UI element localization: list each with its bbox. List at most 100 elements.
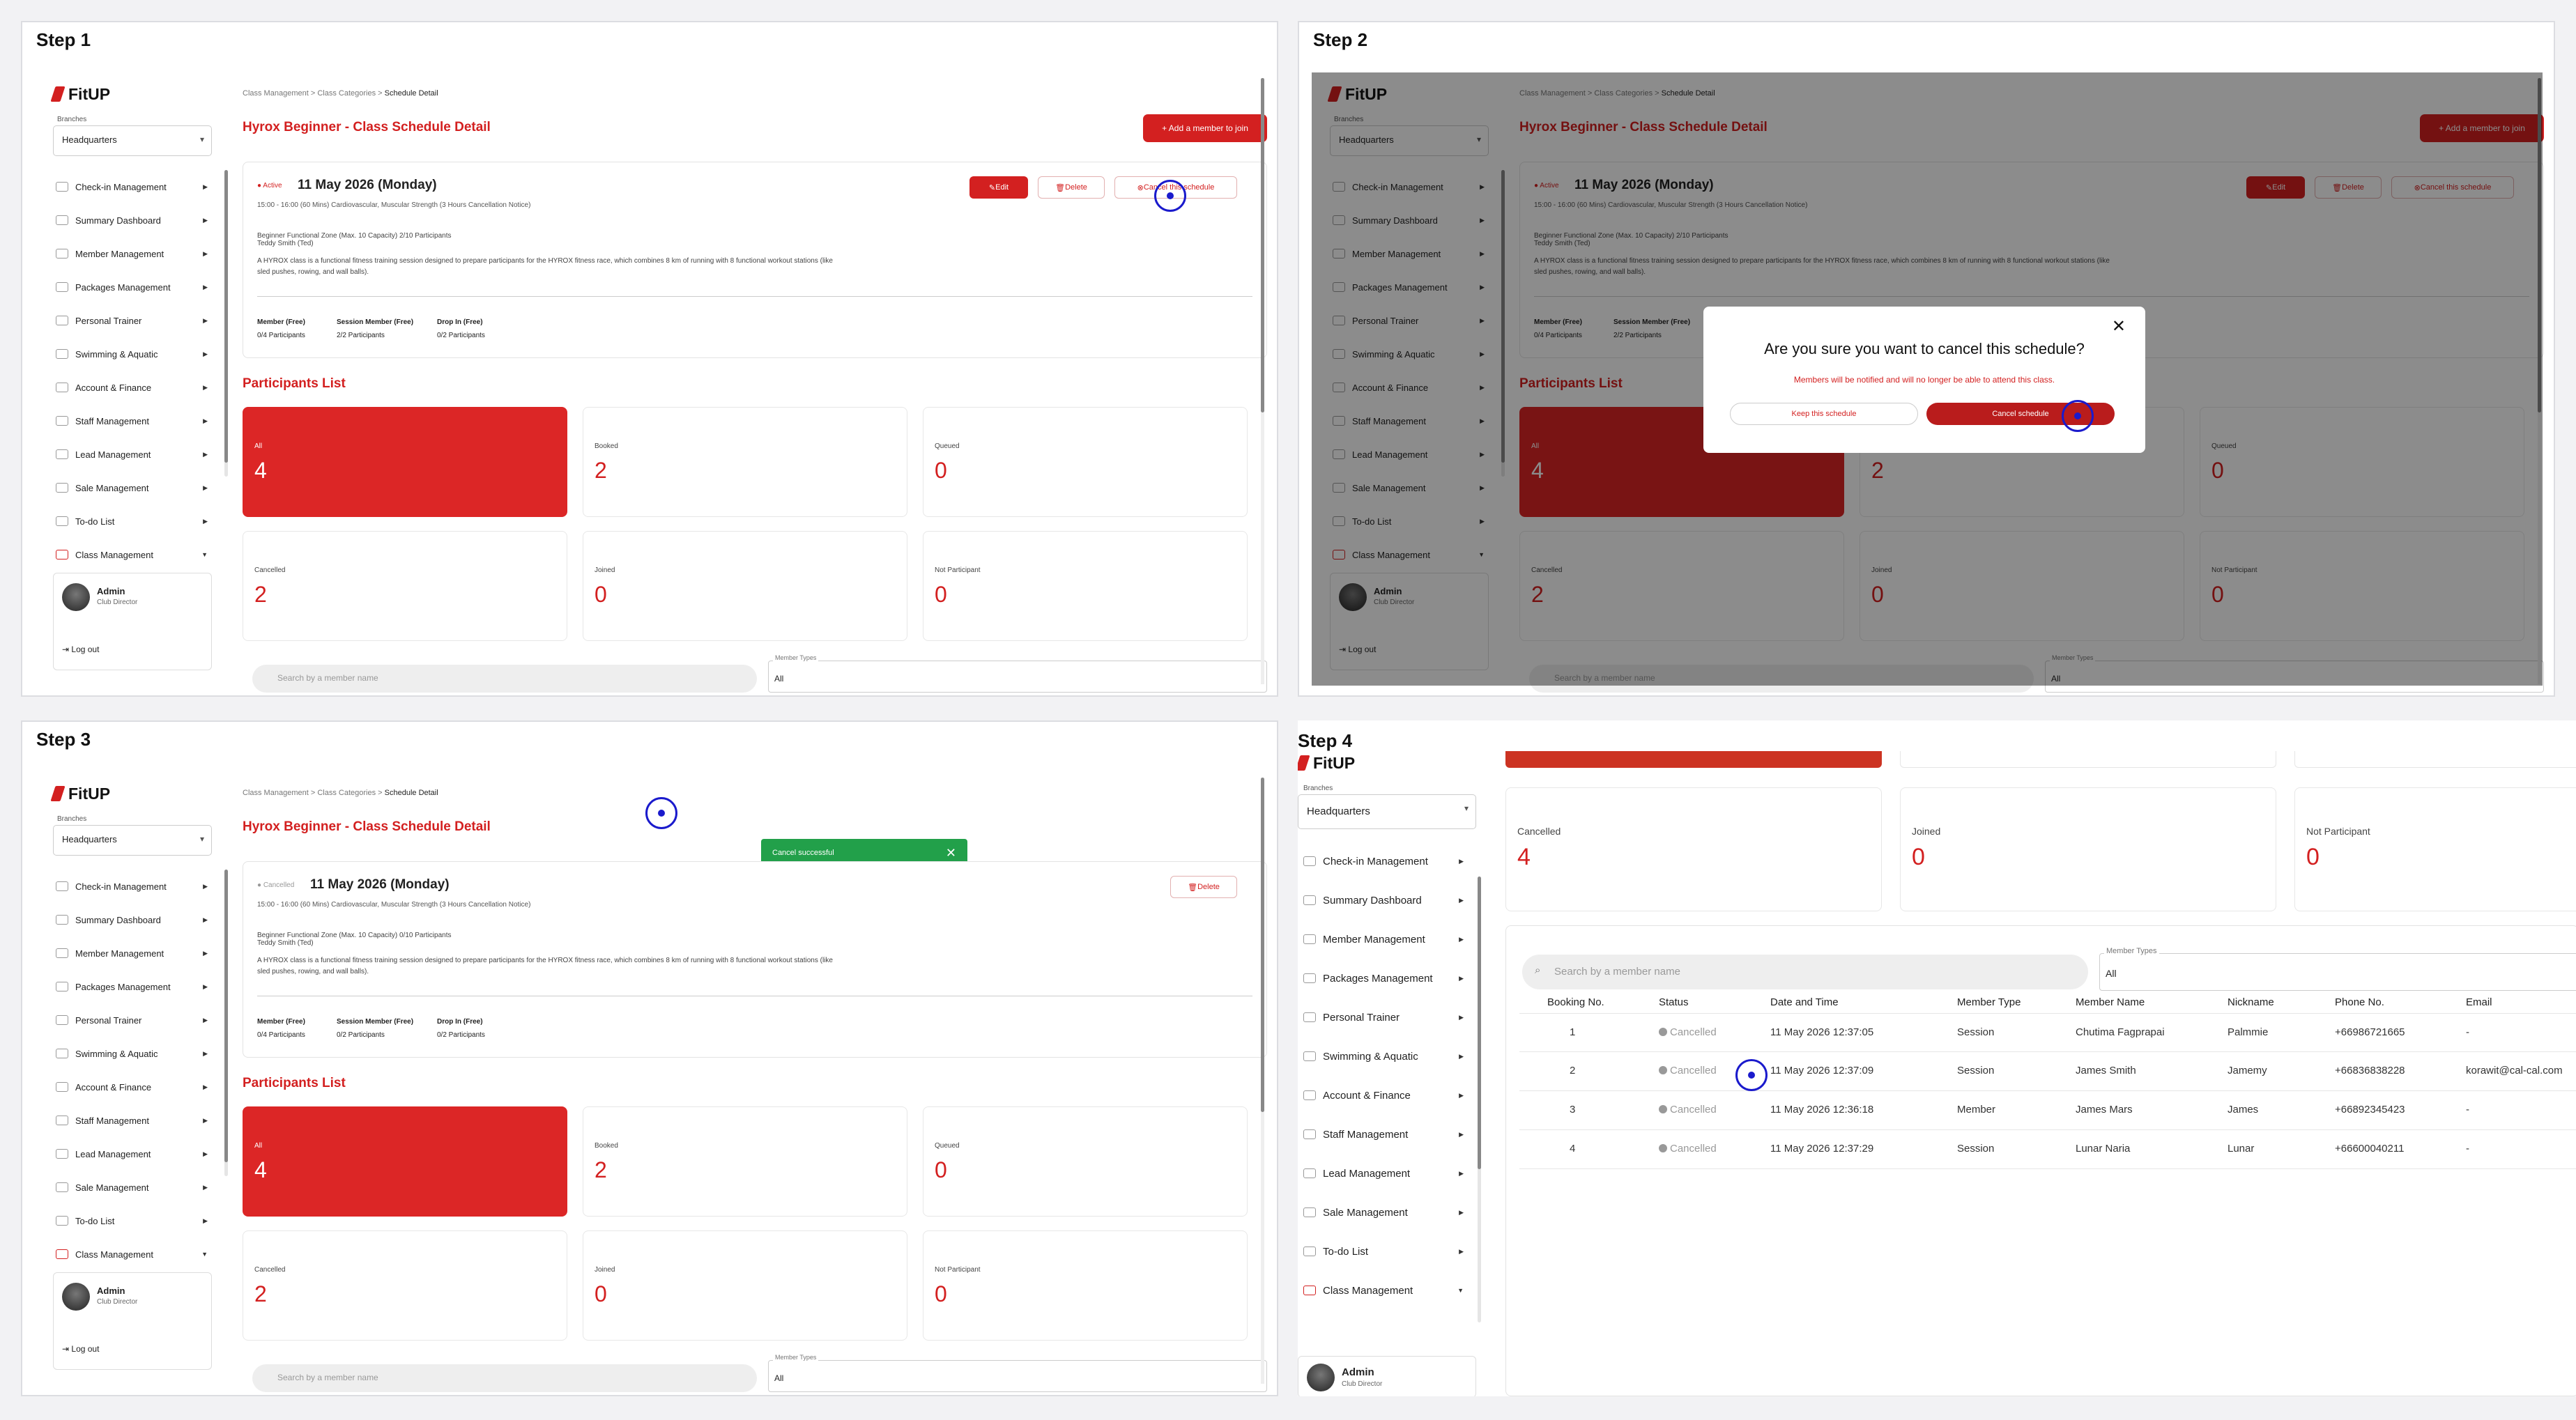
- sidebar-item-class-management[interactable]: Class Management ▼: [53, 1237, 212, 1271]
- stat-card-cancelled[interactable]: Cancelled 2: [243, 1230, 567, 1341]
- close-icon[interactable]: ✕: [945, 846, 956, 860]
- sidebar-item[interactable]: Staff Management ▶: [53, 404, 212, 438]
- sidebar-item[interactable]: Swimming & Aquatic ▶: [53, 1037, 212, 1070]
- main-scrollbar[interactable]: [1261, 778, 1264, 1384]
- close-icon[interactable]: ✕: [2111, 317, 2126, 336]
- sidebar-item[interactable]: To-do List ▶: [53, 1204, 212, 1237]
- stat-card-not-participant[interactable]: Not Participant 0: [2294, 787, 2576, 911]
- sidebar-item[interactable]: Personal Trainer ▶: [1301, 998, 1468, 1037]
- sidebar-item[interactable]: Swimming & Aquatic ▶: [53, 337, 212, 371]
- sidebar-item[interactable]: To-do List ▶: [1301, 1232, 1468, 1271]
- sidebar-item[interactable]: Summary Dashboard ▶: [53, 203, 212, 237]
- sidebar-item[interactable]: Sale Management ▶: [53, 471, 212, 504]
- member-type-select[interactable]: Member Types All: [2045, 654, 2544, 693]
- sidebar-item[interactable]: Packages Management ▶: [1330, 270, 1489, 304]
- sidebar-scrollbar[interactable]: [224, 170, 228, 477]
- sidebar-item[interactable]: Personal Trainer ▶: [53, 304, 212, 337]
- search-input[interactable]: Search by a member name: [252, 665, 757, 693]
- table-row[interactable]: 2 Cancelled 11 May 2026 12:37:09 Session…: [1519, 1052, 2576, 1091]
- sidebar-scrollbar[interactable]: [224, 870, 228, 1176]
- sidebar-item[interactable]: To-do List ▶: [1330, 504, 1489, 538]
- sidebar-item[interactable]: Lead Management ▶: [53, 438, 212, 471]
- sidebar-item[interactable]: Personal Trainer ▶: [1330, 304, 1489, 337]
- search-input[interactable]: Search by a member name: [1529, 665, 2034, 693]
- sidebar-item[interactable]: Packages Management ▶: [1301, 959, 1468, 998]
- member-type-select[interactable]: Member Types All: [768, 654, 1267, 693]
- stat-card-queued[interactable]: Queued 0: [923, 407, 1248, 517]
- sidebar-item[interactable]: Account & Finance ▶: [53, 371, 212, 404]
- sidebar-item[interactable]: Lead Management ▶: [1330, 438, 1489, 471]
- member-type-select[interactable]: Member Types All: [768, 1354, 1267, 1392]
- logout-button[interactable]: ⇥ Log out: [62, 1344, 100, 1354]
- sidebar-item[interactable]: Packages Management ▶: [53, 970, 212, 1003]
- sidebar-item[interactable]: Member Management ▶: [53, 936, 212, 970]
- sidebar-item[interactable]: Swimming & Aquatic ▶: [1330, 337, 1489, 371]
- keep-schedule-button[interactable]: Keep this schedule: [1730, 403, 1918, 425]
- stat-card-joined[interactable]: Joined 0: [583, 531, 907, 641]
- search-input[interactable]: Search by a member name: [252, 1364, 757, 1392]
- sidebar-item-class-management[interactable]: Class Management ▼: [1330, 538, 1489, 571]
- stat-card-not-participant[interactable]: Not Participant 0: [923, 1230, 1248, 1341]
- main-scrollbar[interactable]: [1261, 78, 1264, 684]
- stat-card-all[interactable]: All 4: [243, 407, 567, 517]
- branch-select[interactable]: Headquarters: [53, 825, 212, 856]
- stat-card-all[interactable]: All 4: [243, 1106, 567, 1217]
- sidebar-item[interactable]: Check-in Management ▶: [53, 870, 212, 903]
- stat-card-not-participant[interactable]: Not Participant 0: [2200, 531, 2524, 641]
- delete-button[interactable]: 🗑 Delete: [1170, 876, 1237, 898]
- stat-card-joined[interactable]: Joined 0: [1860, 531, 2184, 641]
- sidebar-scrollbar[interactable]: [1501, 170, 1505, 477]
- stat-card-joined[interactable]: Joined 0: [583, 1230, 907, 1341]
- sidebar-item[interactable]: Sale Management ▶: [53, 1171, 212, 1204]
- sidebar-item[interactable]: Member Management ▶: [1330, 237, 1489, 270]
- sidebar-item[interactable]: Summary Dashboard ▶: [1330, 203, 1489, 237]
- stat-card-joined[interactable]: Joined 0: [1900, 787, 2276, 911]
- sidebar-item[interactable]: Member Management ▶: [1301, 920, 1468, 959]
- cancel-schedule-button[interactable]: ⊗ Cancel this schedule: [2391, 176, 2514, 199]
- sidebar-item[interactable]: Staff Management ▶: [53, 1104, 212, 1137]
- sidebar-item[interactable]: To-do List ▶: [53, 504, 212, 538]
- table-row[interactable]: 1 Cancelled 11 May 2026 12:37:05 Session…: [1519, 1013, 2576, 1052]
- sidebar-item[interactable]: Account & Finance ▶: [1330, 371, 1489, 404]
- edit-button[interactable]: ✎ Edit: [2246, 176, 2305, 199]
- branch-select[interactable]: Headquarters: [1298, 794, 1476, 829]
- sidebar-item[interactable]: Swimming & Aquatic ▶: [1301, 1037, 1468, 1076]
- edit-button[interactable]: ✎ Edit: [969, 176, 1028, 199]
- sidebar-item[interactable]: Sale Management ▶: [1330, 471, 1489, 504]
- stat-card-queued[interactable]: [2294, 751, 2576, 768]
- table-row[interactable]: 3 Cancelled 11 May 2026 12:36:18 Member …: [1519, 1091, 2576, 1130]
- delete-button[interactable]: 🗑 Delete: [2315, 176, 2382, 199]
- sidebar-item-class-management[interactable]: Class Management ▼: [53, 538, 212, 571]
- sidebar-item-class-management[interactable]: Class Management ▼: [1301, 1271, 1468, 1310]
- stat-card-cancelled[interactable]: Cancelled 4: [1505, 787, 1882, 911]
- main-scrollbar[interactable]: [2538, 78, 2541, 684]
- stat-card-not-participant[interactable]: Not Participant 0: [923, 531, 1248, 641]
- sidebar-item[interactable]: Packages Management ▶: [53, 270, 212, 304]
- stat-card-all[interactable]: [1505, 751, 1882, 768]
- search-input[interactable]: ⌕ Search by a member name: [1522, 955, 2088, 989]
- sidebar-item[interactable]: Lead Management ▶: [1301, 1154, 1468, 1193]
- add-member-button[interactable]: + Add a member to join: [2420, 114, 2544, 142]
- sidebar-item[interactable]: Account & Finance ▶: [1301, 1076, 1468, 1115]
- stat-card-booked[interactable]: [1900, 751, 2276, 768]
- member-type-select[interactable]: Member Types All: [2099, 947, 2576, 991]
- sidebar-item[interactable]: Check-in Management ▶: [1301, 842, 1468, 881]
- stat-card-cancelled[interactable]: Cancelled 2: [243, 531, 567, 641]
- sidebar-item[interactable]: Check-in Management ▶: [53, 170, 212, 203]
- sidebar-item[interactable]: Personal Trainer ▶: [53, 1003, 212, 1037]
- table-row[interactable]: 4 Cancelled 11 May 2026 12:37:29 Session…: [1519, 1130, 2576, 1169]
- sidebar-scrollbar[interactable]: [1478, 877, 1481, 1322]
- sidebar-item[interactable]: Sale Management ▶: [1301, 1193, 1468, 1232]
- sidebar-item[interactable]: Member Management ▶: [53, 237, 212, 270]
- sidebar-item[interactable]: Check-in Management ▶: [1330, 170, 1489, 203]
- sidebar-item[interactable]: Staff Management ▶: [1330, 404, 1489, 438]
- sidebar-item[interactable]: Lead Management ▶: [53, 1137, 212, 1171]
- logout-button[interactable]: ⇥ Log out: [62, 645, 100, 654]
- sidebar-item[interactable]: Account & Finance ▶: [53, 1070, 212, 1104]
- branch-select[interactable]: Headquarters: [53, 125, 212, 156]
- branch-select[interactable]: Headquarters: [1330, 125, 1489, 156]
- sidebar-item[interactable]: Summary Dashboard ▶: [53, 903, 212, 936]
- stat-card-queued[interactable]: Queued 0: [923, 1106, 1248, 1217]
